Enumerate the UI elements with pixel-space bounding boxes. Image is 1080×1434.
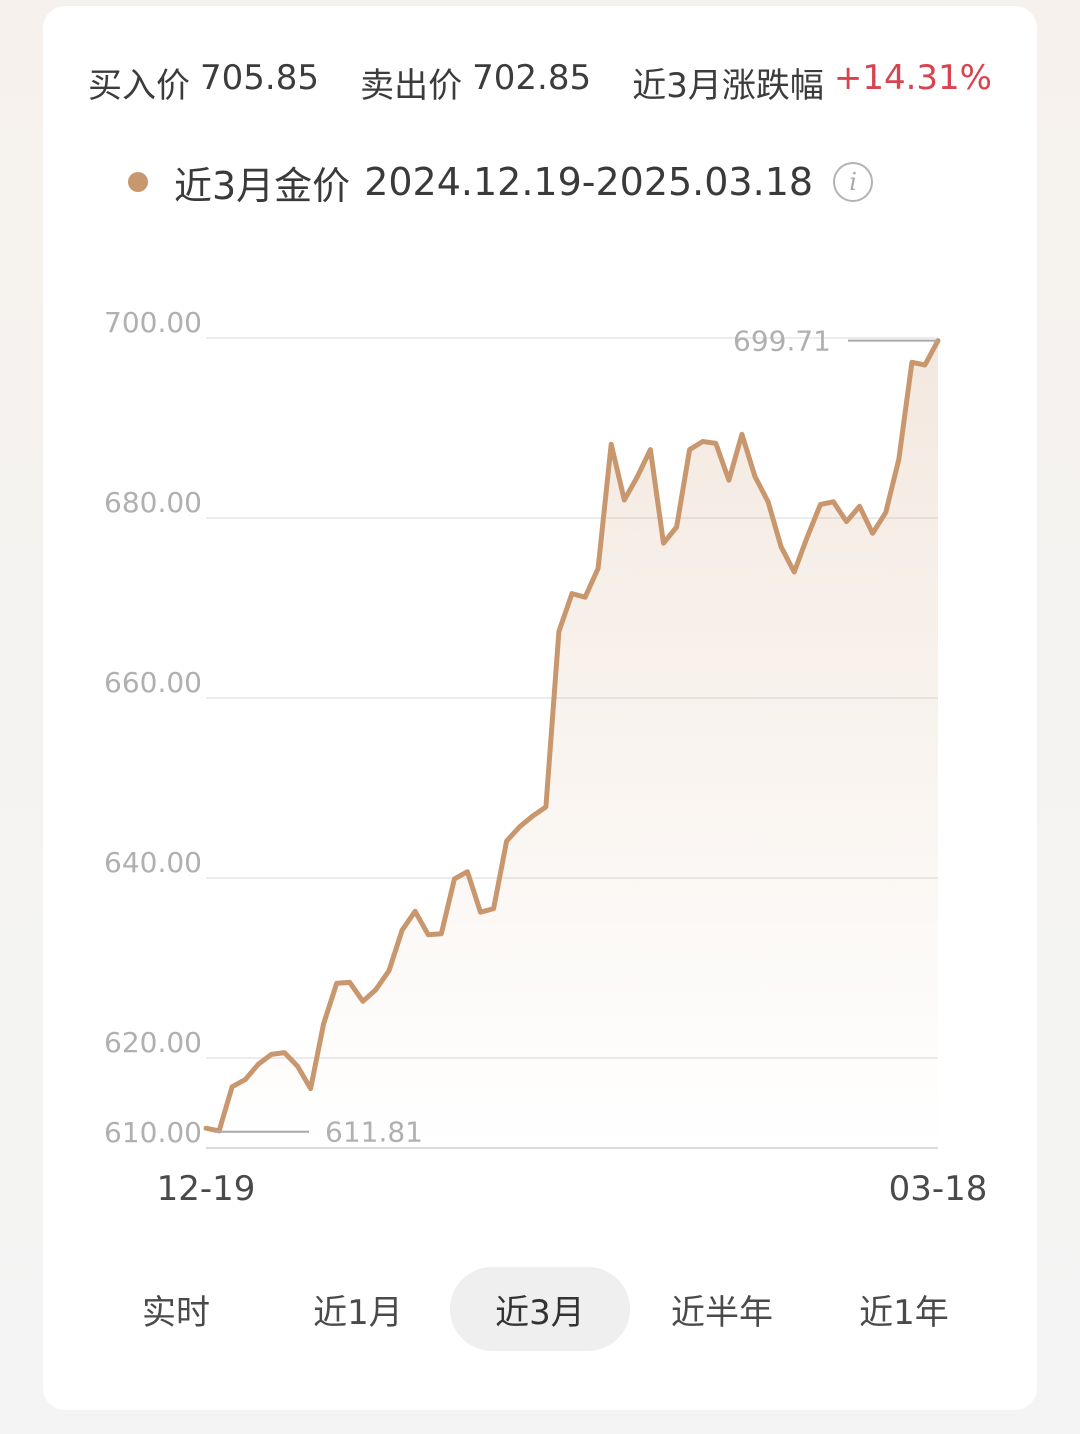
- y-tick-label: 700.00: [104, 306, 202, 339]
- tab-1-month-label: 近1月: [313, 1292, 403, 1333]
- buy-price-value: 705.85: [200, 57, 319, 98]
- change-3m-value: +14.31%: [833, 57, 992, 98]
- min-value-label: 611.81: [325, 1116, 423, 1149]
- sell-price: 卖出价 702.85: [360, 58, 591, 107]
- tab-3-months-label: 近3月: [495, 1292, 585, 1333]
- tab-realtime-label: 实时: [142, 1292, 210, 1333]
- max-value-label: 699.71: [733, 325, 831, 358]
- gold-price-chart: 700.00 680.00 660.00 640.00 620.00 610.00 699…: [104, 306, 988, 1209]
- chart-legend: 近3月金价 2024.12.19-2025.03.18 i: [128, 152, 874, 212]
- y-tick-label: 680.00: [104, 486, 202, 519]
- buy-price: 买入价 705.85: [88, 58, 319, 107]
- y-tick-label: 660.00: [104, 666, 202, 699]
- y-tick-label: 620.00: [104, 1026, 202, 1059]
- y-tick-label: 610.00: [104, 1116, 202, 1149]
- price-area-fill: [206, 340, 938, 1149]
- tab-3-months[interactable]: 近3月: [450, 1267, 630, 1351]
- buy-price-label: 买入价: [88, 65, 190, 106]
- tab-realtime[interactable]: 实时: [86, 1267, 266, 1351]
- price-line: [203, 338, 941, 1134]
- x-label-start: 12-19: [157, 1169, 256, 1209]
- tab-1-year-label: 近1年: [859, 1292, 949, 1333]
- info-icon[interactable]: i: [833, 162, 874, 202]
- y-axis-ticks: 700.00 680.00 660.00 640.00 620.00 610.00: [104, 306, 202, 1149]
- period-tabs: 实时 近1月 近3月 近半年 近1年: [86, 1266, 994, 1352]
- price-stats: 买入价 705.85 卖出价 702.85 近3月涨跌幅 +14.31%: [88, 56, 992, 108]
- tab-1-month[interactable]: 近1月: [268, 1267, 448, 1351]
- change-3m-label: 近3月涨跌幅: [632, 65, 824, 106]
- tab-1-year[interactable]: 近1年: [814, 1267, 994, 1351]
- sell-price-value: 702.85: [472, 57, 592, 98]
- sell-price-label: 卖出价: [360, 65, 463, 106]
- tab-half-year-label: 近半年: [671, 1292, 773, 1333]
- tab-half-year[interactable]: 近半年: [632, 1267, 812, 1351]
- y-tick-label: 640.00: [104, 846, 202, 879]
- legend-dot: [128, 172, 148, 192]
- legend-title: 近3月金价: [174, 163, 351, 208]
- x-label-end: 03-18: [889, 1169, 988, 1209]
- change-3m: 近3月涨跌幅 +14.31%: [632, 58, 992, 107]
- legend-date-range: 2024.12.19-2025.03.18: [364, 160, 814, 204]
